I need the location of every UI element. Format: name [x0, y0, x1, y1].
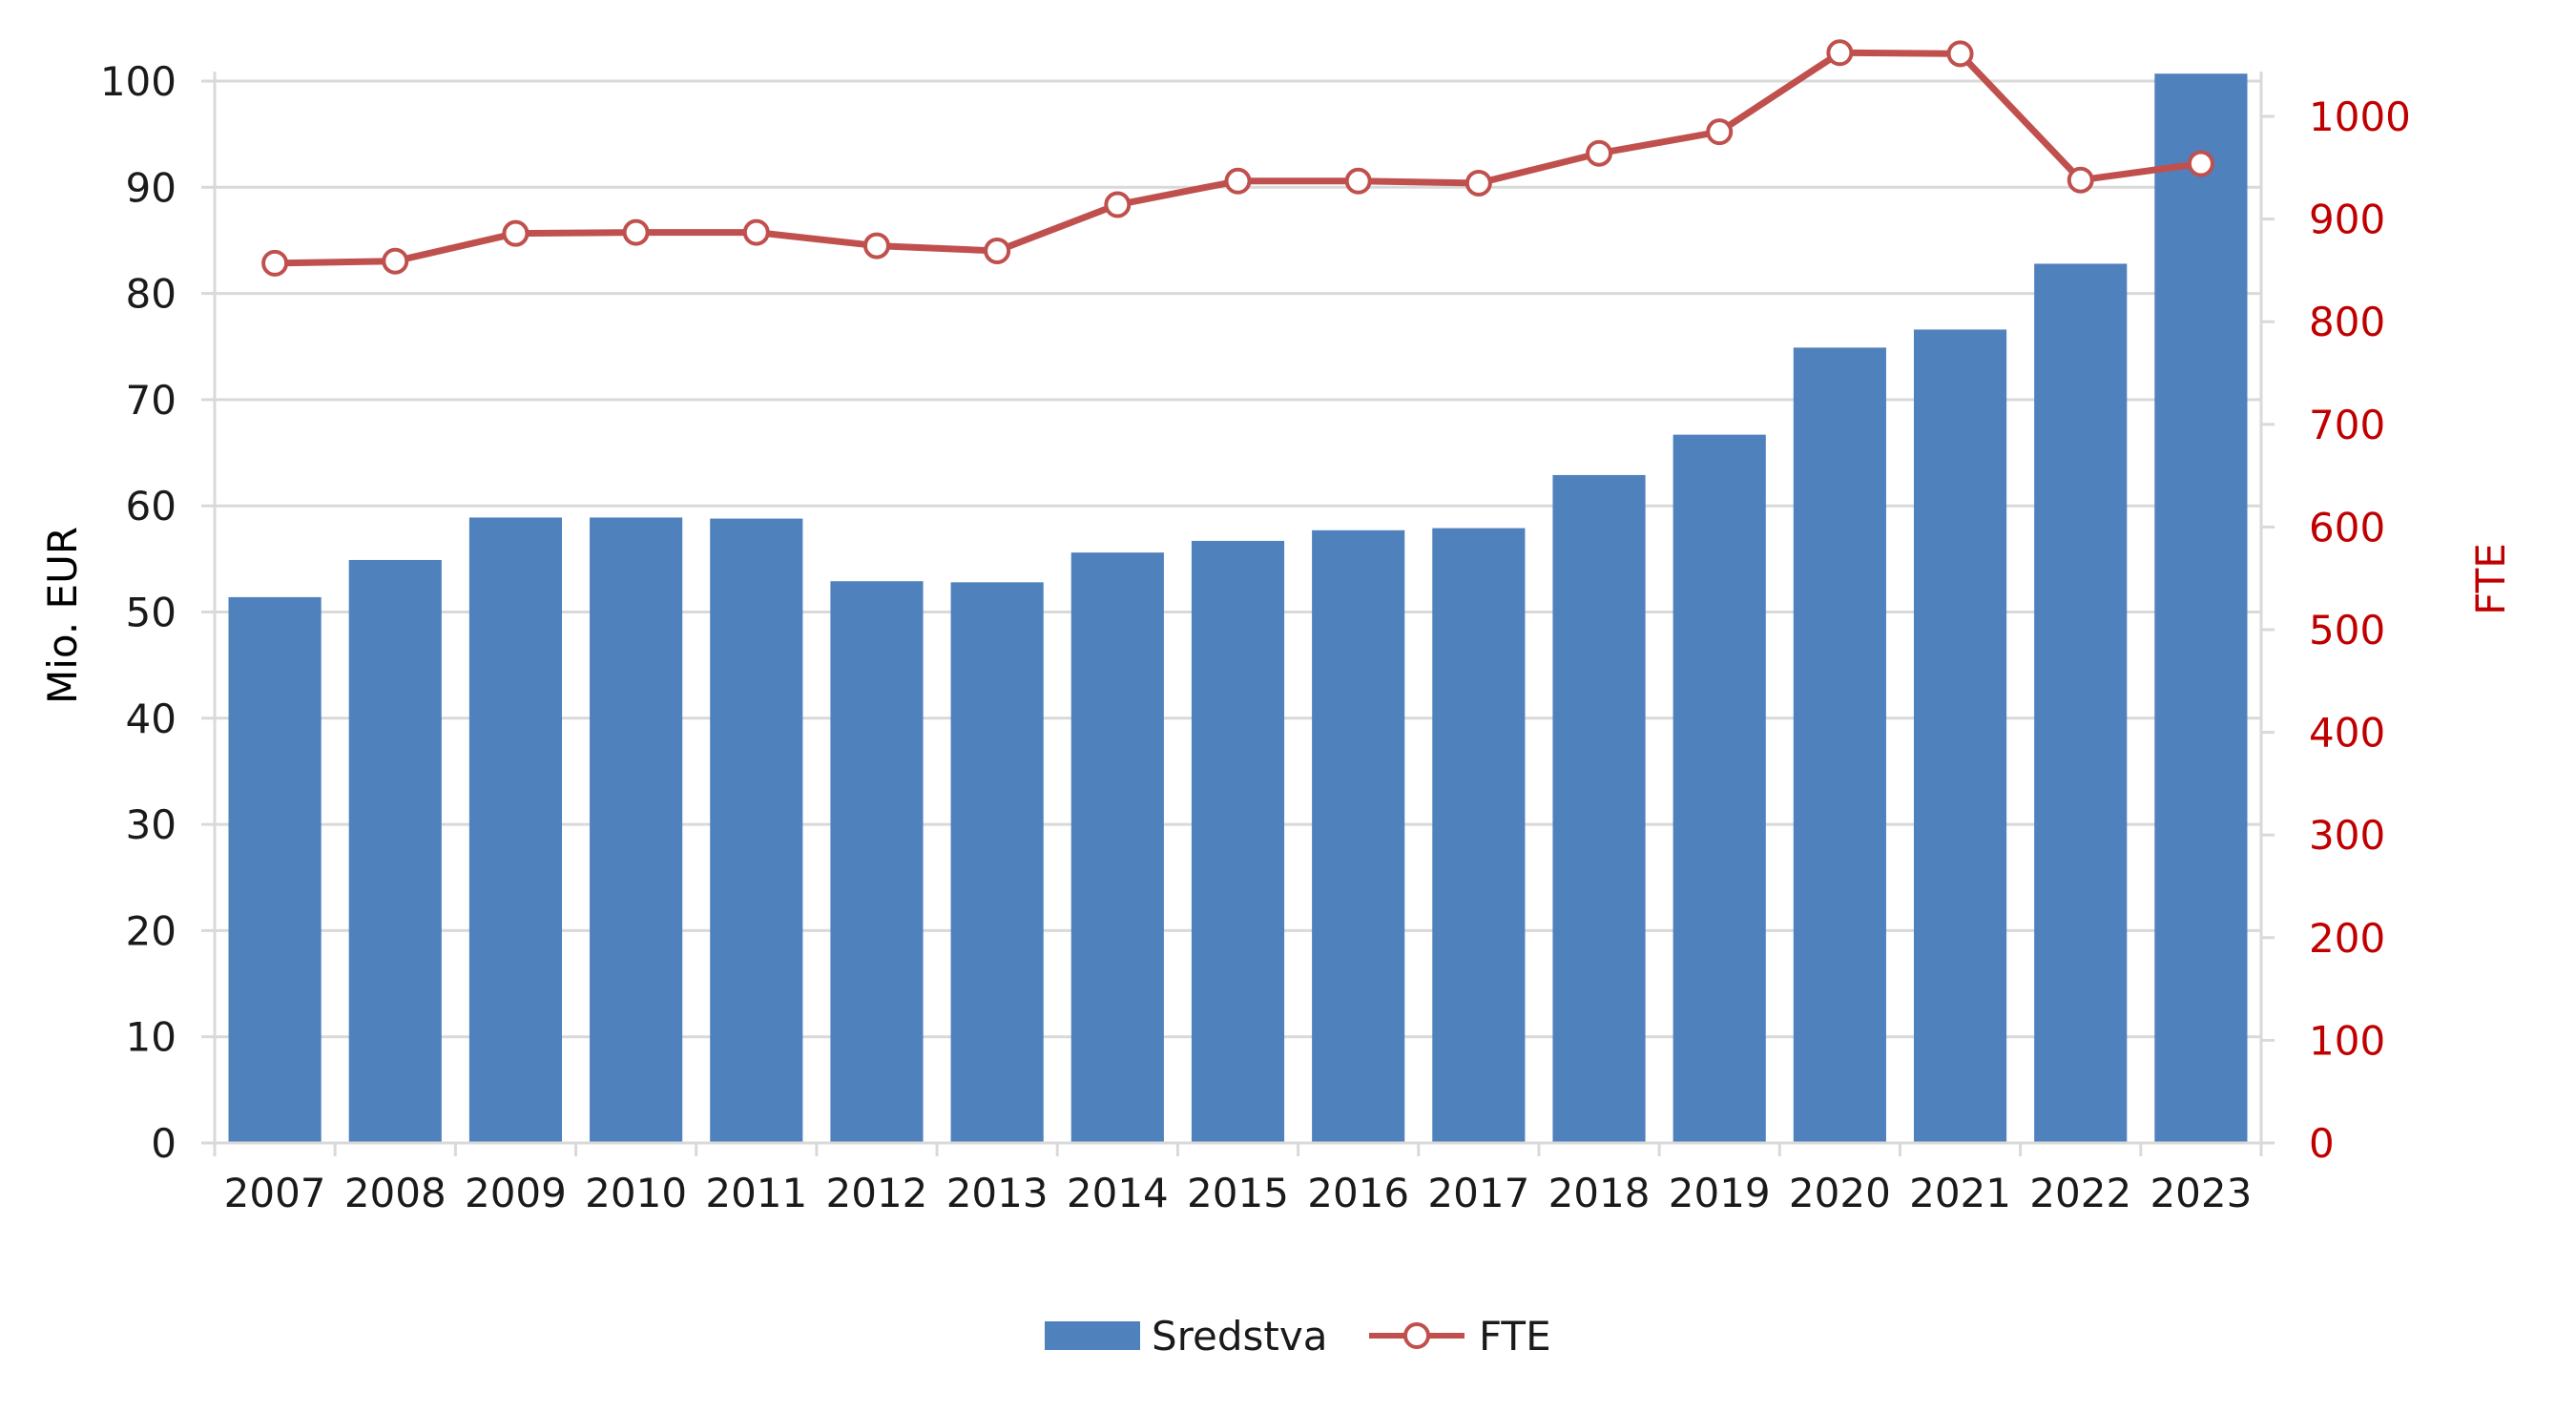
right-tick-label: 900 [2309, 197, 2385, 243]
x-tick-label: 2013 [946, 1170, 1049, 1216]
left-tick-label: 10 [126, 1014, 177, 1061]
bar-sredstva [590, 517, 683, 1143]
legend-marker-fte [1403, 1322, 1430, 1349]
x-tick-label: 2009 [465, 1170, 567, 1216]
left-tick-label: 0 [151, 1120, 177, 1167]
fte-line-path [275, 49, 2202, 267]
bar-sredstva [1191, 540, 1285, 1143]
bar-sredstva [950, 582, 1044, 1143]
right-tick-label: 300 [2309, 812, 2385, 859]
fte-point [1946, 40, 1974, 68]
right-tick-label: 1000 [2309, 93, 2411, 140]
x-tick-label: 2023 [2150, 1170, 2252, 1216]
fte-point [984, 237, 1011, 264]
left-tick-label: 90 [126, 164, 177, 211]
bar-sredstva [2034, 263, 2128, 1143]
right-tick-label: 600 [2309, 504, 2385, 550]
x-tick-label: 2022 [2029, 1170, 2131, 1216]
bar-sredstva [348, 559, 442, 1143]
x-tick-label: 2008 [344, 1170, 447, 1216]
fte-point [1826, 39, 1854, 67]
bar-sredstva [228, 596, 322, 1143]
fte-point [1104, 191, 1132, 218]
left-tick-label: 70 [126, 377, 177, 424]
right-tick-label: 700 [2309, 402, 2385, 448]
x-tick-label: 2014 [1067, 1170, 1169, 1216]
x-tick-label: 2020 [1789, 1170, 1891, 1216]
legend-label-sredstva: Sredstva [1152, 1313, 1327, 1360]
bar-sredstva [1432, 528, 1526, 1143]
bar-sredstva [1793, 347, 1886, 1143]
legend-swatch-sredstva [1045, 1321, 1140, 1350]
right-tick-label: 400 [2309, 710, 2385, 757]
fte-point [1465, 169, 1492, 197]
left-tick-label: 50 [126, 590, 177, 636]
right-tick-label: 100 [2309, 1017, 2385, 1064]
x-tick-label: 2019 [1669, 1170, 1771, 1216]
x-tick-label: 2012 [826, 1170, 928, 1216]
x-tick-label: 2011 [705, 1170, 807, 1216]
bar-sredstva [1070, 552, 1164, 1143]
x-tick-label: 2017 [1427, 1170, 1529, 1216]
y-axis-title-right: FTE [2467, 543, 2514, 615]
right-tick-label: 0 [2309, 1120, 2335, 1167]
fte-point [742, 218, 770, 246]
fte-point [862, 232, 890, 260]
right-tick-label: 200 [2309, 915, 2385, 962]
line-series-fte [261, 39, 2214, 277]
x-tick-label: 2016 [1307, 1170, 1409, 1216]
right-tick-label: 800 [2309, 299, 2385, 345]
bar-series-sredstva [228, 73, 2248, 1144]
x-tick-label: 2015 [1187, 1170, 1289, 1216]
fte-point [1586, 139, 1613, 167]
left-tick-label: 80 [126, 271, 177, 318]
fte-point [1224, 167, 1252, 195]
bar-sredstva [1672, 434, 1766, 1143]
x-tick-label: 2007 [224, 1170, 326, 1216]
left-tick-label: 20 [126, 907, 177, 954]
bar-sredstva [1312, 530, 1405, 1143]
left-tick-label: 100 [100, 58, 177, 105]
right-tick-label: 500 [2309, 607, 2385, 654]
x-axis-ticks: 2007 2008 2009 2010 2011 2012 2013 2014 2015 2016… [224, 1170, 2253, 1216]
fte-point [382, 247, 409, 275]
x-tick-label: 2010 [585, 1170, 687, 1216]
fte-point [261, 249, 289, 277]
fte-point [1344, 167, 1372, 195]
bar-sredstva [710, 518, 803, 1143]
bar-sredstva [1552, 474, 1646, 1144]
bar-sredstva [468, 517, 563, 1143]
axes [201, 72, 2275, 1156]
left-tick-label: 40 [126, 696, 177, 742]
left-axis-ticks: 0 10 20 30 40 50 60 70 80 90 100 [100, 58, 177, 1167]
bar-sredstva [2154, 73, 2248, 1144]
fte-point [1706, 118, 1734, 146]
fte-point [2067, 166, 2094, 194]
x-tick-label: 2018 [1548, 1170, 1651, 1216]
fte-point [502, 219, 530, 247]
fte-point [622, 218, 650, 246]
bar-sredstva [830, 581, 924, 1143]
y-axis-title-left: Mio. EUR [39, 527, 86, 704]
fte-point [2187, 150, 2214, 177]
x-tick-label: 2021 [1909, 1170, 2011, 1216]
legend-label-fte: FTE [1479, 1313, 1551, 1360]
left-tick-label: 30 [126, 801, 177, 848]
left-tick-label: 60 [126, 483, 177, 530]
right-axis-ticks: 0 100 200 300 400 500 600 700 800 900 1000 [2309, 93, 2411, 1167]
bar-sredstva [1913, 329, 2007, 1143]
legend: Sredstva FTE [1045, 1313, 1551, 1360]
